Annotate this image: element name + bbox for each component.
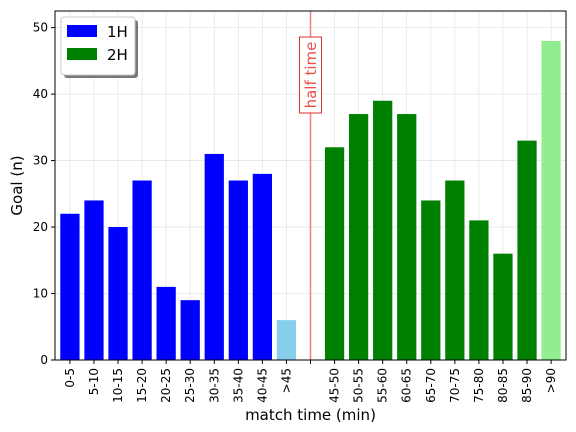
- bar-2h-55-60: [373, 100, 393, 360]
- x-tick-label-0-5: 0-5: [63, 368, 77, 388]
- bar-1h-35-40: [228, 180, 248, 360]
- y-tick-label-10: 10: [33, 287, 48, 301]
- y-tick-label-20: 20: [33, 220, 48, 234]
- x-tick-label-15-20: 15-20: [135, 368, 149, 403]
- x-tick-label-70-75: 70-75: [448, 368, 462, 403]
- bar-2h-85-90: [517, 140, 537, 360]
- legend-swatch-2h: [67, 48, 97, 60]
- x-tick-label-5-10: 5-10: [87, 368, 101, 395]
- x-tick-label-55-60: 55-60: [376, 368, 390, 403]
- bar-1h-15-20: [132, 180, 152, 360]
- x-tick-label-20-25: 20-25: [159, 368, 173, 403]
- x-tick-label-75-80: 75-80: [472, 368, 486, 403]
- legend: 1H 2H: [60, 16, 138, 78]
- x-tick-label-60-65: 60-65: [400, 368, 414, 403]
- bar-2h-60-65: [397, 114, 417, 361]
- bar-1h-40-45: [252, 173, 273, 360]
- y-tick-label-0: 0: [40, 353, 48, 367]
- x-tick-label-50-55: 50-55: [352, 368, 366, 403]
- half-time-label: half time: [302, 42, 320, 109]
- bar-1h-10-15: [108, 227, 128, 360]
- x-tick-label-25-30: 25-30: [183, 368, 197, 403]
- x-tick-label-85-90: 85-90: [520, 368, 534, 403]
- y-tick-label-50: 50: [33, 21, 48, 35]
- y-tick-label-40: 40: [33, 87, 48, 101]
- x-axis-title: match time (min): [245, 406, 376, 424]
- bar-extra-gt45: [276, 320, 297, 360]
- ticks-layer: 0 10 20 30 40 50 0-5 5-10 10-15 15-20 20-25 25-30 30…: [33, 21, 558, 403]
- x-tick-label-35-40: 35-40: [231, 368, 245, 403]
- y-axis-title: Goal (n): [8, 155, 26, 215]
- bar-2h-80-85: [493, 253, 513, 360]
- y-tick-label-30: 30: [33, 154, 48, 168]
- bar-2h-65-70: [421, 200, 441, 360]
- bar-1h-30-35: [204, 153, 224, 360]
- x-tick-label-40-45: 40-45: [255, 368, 269, 403]
- x-tick-label-gt45: >45: [279, 368, 293, 393]
- x-tick-label-45-50: 45-50: [328, 368, 342, 403]
- x-tick-label-gt90: >90: [544, 368, 558, 393]
- bar-1h-20-25: [156, 286, 176, 360]
- bar-1h-5-10: [84, 200, 104, 360]
- half-time-label-box: [299, 36, 322, 114]
- bar-1h-0-5: [60, 213, 80, 360]
- bar-2h-70-75: [445, 180, 465, 360]
- half-time-annotation: half time: [299, 11, 322, 360]
- bars-layer: [60, 40, 561, 361]
- x-tick-label-10-15: 10-15: [111, 368, 125, 403]
- bar-1h-25-30: [180, 300, 200, 360]
- x-tick-label-30-35: 30-35: [207, 368, 221, 403]
- legend-label-2h: 2H: [107, 46, 128, 64]
- bar-extra-gt90: [541, 40, 561, 361]
- x-tick-label-80-85: 80-85: [496, 368, 510, 403]
- bar-2h-45-50: [324, 147, 345, 360]
- legend-label-1h: 1H: [107, 23, 128, 41]
- legend-swatch-1h: [67, 25, 97, 37]
- bar-2h-50-55: [348, 114, 369, 361]
- x-tick-label-65-70: 65-70: [424, 368, 438, 403]
- bar-2h-75-80: [469, 220, 489, 360]
